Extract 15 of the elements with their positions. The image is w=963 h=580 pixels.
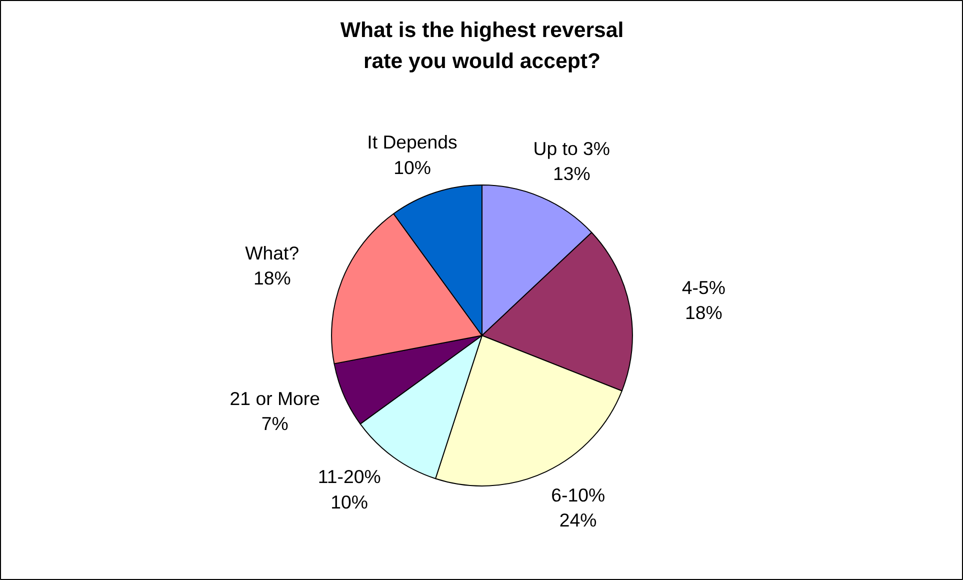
data-label: 24% xyxy=(559,510,597,531)
data-label: 10% xyxy=(394,156,431,178)
data-label: 7% xyxy=(261,413,288,434)
data-label: 18% xyxy=(253,268,291,289)
slice-label: 4-5% xyxy=(682,276,726,298)
slice-label: Up to 3% xyxy=(533,138,610,160)
slice-label: 21 or More xyxy=(230,388,320,409)
chart-title: What is the highest reversal rate you would accept? xyxy=(340,18,624,74)
slice-label: What? xyxy=(245,242,300,264)
slice-label: 6-10% xyxy=(551,484,606,506)
data-label: 13% xyxy=(552,163,590,184)
data-label: 10% xyxy=(330,491,368,512)
slice-label: 11-20% xyxy=(318,466,381,488)
slice-label: It Depends xyxy=(367,132,458,153)
data-label: 18% xyxy=(685,302,722,323)
